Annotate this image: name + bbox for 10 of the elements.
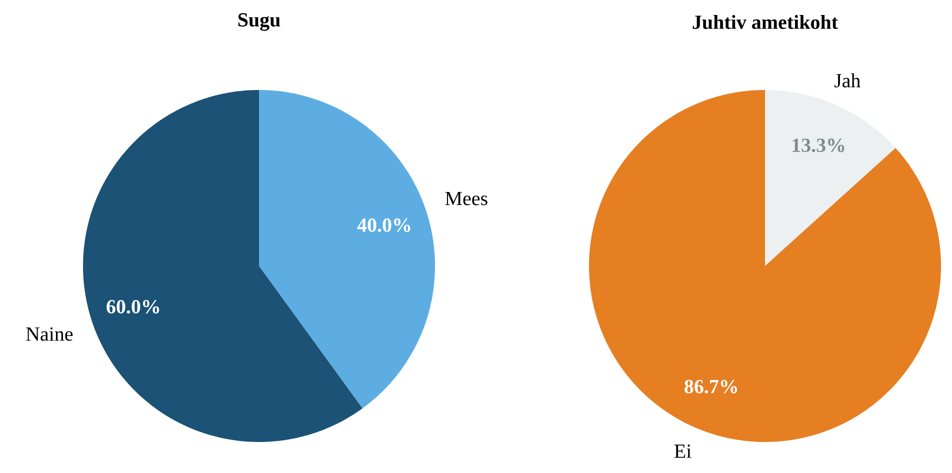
data-label: 13.3%: [792, 138, 844, 152]
data-label: 40.0%: [357, 218, 410, 232]
slice-label: Jah: [834, 73, 860, 88]
chart-title: Sugu: [238, 13, 280, 31]
data-label: 60.0%: [106, 300, 160, 314]
slice-label: Mees: [445, 192, 488, 206]
slice-label: Naine: [26, 327, 73, 341]
data-label: 86.7%: [684, 380, 738, 394]
chart-title: Juhtiv ametikoht: [692, 14, 838, 30]
slice-label: Ei: [674, 444, 692, 458]
